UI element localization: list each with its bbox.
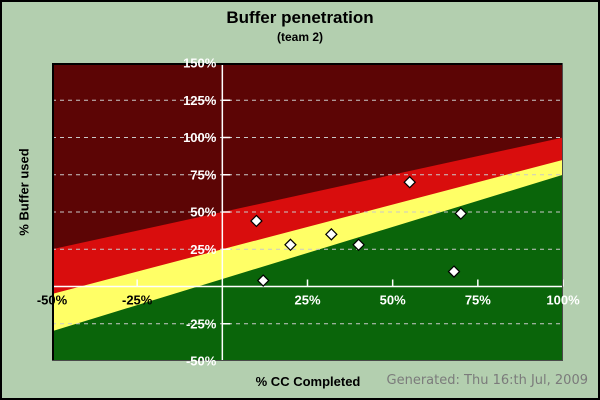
y-tick-label: 100%	[183, 130, 217, 145]
x-tick-label: 50%	[380, 293, 406, 308]
data-point-diamond	[447, 265, 461, 278]
data-point-diamond	[256, 274, 270, 287]
data-point-diamond	[454, 207, 468, 220]
x-axis-title: % CC Completed	[255, 374, 361, 389]
y-tick-label: 125%	[183, 93, 217, 108]
fever-chart-svg: 150% 125% 100% 75% 50% 25% -25% -50% -50% -25% 25%…	[37, 56, 580, 369]
y-tick-label: -50%	[186, 354, 217, 369]
x-tick-label: 100%	[546, 293, 580, 308]
data-point-diamond	[403, 175, 417, 189]
x-tick-label: 25%	[294, 293, 320, 308]
y-tick-label: 150%	[183, 56, 217, 71]
y-tick-label: 75%	[190, 167, 216, 182]
y-tick-label: 50%	[190, 205, 216, 220]
data-point-diamond	[352, 238, 365, 252]
data-point-diamond	[284, 238, 297, 252]
x-tick-label: -25%	[122, 293, 153, 308]
y-axis-title: % Buffer used	[16, 148, 32, 236]
y-tick-label: -25%	[186, 316, 217, 331]
x-tick-label: 75%	[465, 293, 491, 308]
chart-subtitle: (team 2)	[276, 30, 323, 44]
plot-area: 150% 125% 100% 75% 50% 25% -25% -50% -50% -25% 25%…	[37, 56, 580, 369]
generated-timestamp: Generated: Thu 16:th Jul, 2009	[386, 373, 588, 388]
x-tick-label: -50%	[37, 293, 68, 308]
chart-title: Buffer penetration	[226, 8, 374, 27]
green-zone	[52, 174, 563, 361]
data-point-diamond	[324, 228, 338, 241]
y-tick-label: 25%	[190, 242, 216, 257]
data-point-diamond	[250, 214, 263, 228]
